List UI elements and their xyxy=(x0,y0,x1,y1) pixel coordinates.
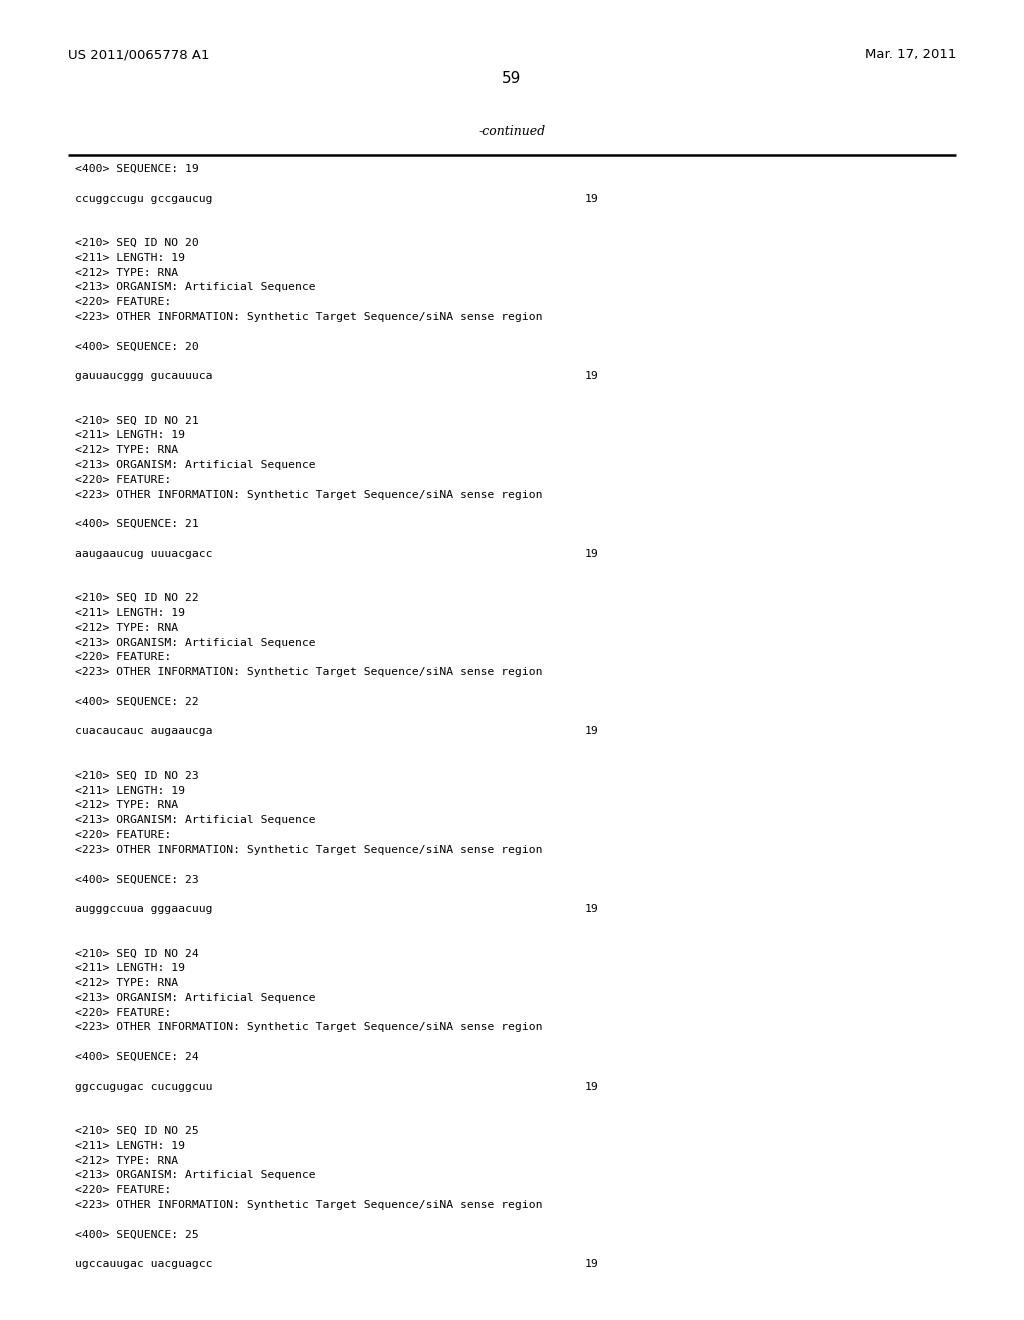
Text: <223> OTHER INFORMATION: Synthetic Target Sequence/siNA sense region: <223> OTHER INFORMATION: Synthetic Targe… xyxy=(75,490,543,499)
Text: <212> TYPE: RNA: <212> TYPE: RNA xyxy=(75,623,178,632)
Text: <400> SEQUENCE: 21: <400> SEQUENCE: 21 xyxy=(75,519,199,529)
Text: <220> FEATURE:: <220> FEATURE: xyxy=(75,297,171,308)
Text: 19: 19 xyxy=(585,549,599,558)
Text: <213> ORGANISM: Artificial Sequence: <213> ORGANISM: Artificial Sequence xyxy=(75,282,315,293)
Text: <212> TYPE: RNA: <212> TYPE: RNA xyxy=(75,268,178,277)
Text: <210> SEQ ID NO 25: <210> SEQ ID NO 25 xyxy=(75,1126,199,1137)
Text: <223> OTHER INFORMATION: Synthetic Target Sequence/siNA sense region: <223> OTHER INFORMATION: Synthetic Targe… xyxy=(75,1200,543,1210)
Text: -continued: -continued xyxy=(478,125,546,139)
Text: ugccauugac uacguagcc: ugccauugac uacguagcc xyxy=(75,1259,213,1270)
Text: augggccuua gggaacuug: augggccuua gggaacuug xyxy=(75,904,213,913)
Text: <211> LENGTH: 19: <211> LENGTH: 19 xyxy=(75,609,185,618)
Text: <211> LENGTH: 19: <211> LENGTH: 19 xyxy=(75,964,185,973)
Text: 19: 19 xyxy=(585,1081,599,1092)
Text: 19: 19 xyxy=(585,904,599,913)
Text: <213> ORGANISM: Artificial Sequence: <213> ORGANISM: Artificial Sequence xyxy=(75,816,315,825)
Text: <210> SEQ ID NO 23: <210> SEQ ID NO 23 xyxy=(75,771,199,781)
Text: ggccugugac cucuggcuu: ggccugugac cucuggcuu xyxy=(75,1081,213,1092)
Text: <220> FEATURE:: <220> FEATURE: xyxy=(75,1185,171,1195)
Text: <400> SEQUENCE: 25: <400> SEQUENCE: 25 xyxy=(75,1230,199,1239)
Text: <223> OTHER INFORMATION: Synthetic Target Sequence/siNA sense region: <223> OTHER INFORMATION: Synthetic Targe… xyxy=(75,1023,543,1032)
Text: <220> FEATURE:: <220> FEATURE: xyxy=(75,652,171,663)
Text: <210> SEQ ID NO 24: <210> SEQ ID NO 24 xyxy=(75,948,199,958)
Text: 19: 19 xyxy=(585,726,599,737)
Text: <213> ORGANISM: Artificial Sequence: <213> ORGANISM: Artificial Sequence xyxy=(75,993,315,1003)
Text: <400> SEQUENCE: 19: <400> SEQUENCE: 19 xyxy=(75,164,199,174)
Text: <212> TYPE: RNA: <212> TYPE: RNA xyxy=(75,1155,178,1166)
Text: <220> FEATURE:: <220> FEATURE: xyxy=(75,475,171,484)
Text: <212> TYPE: RNA: <212> TYPE: RNA xyxy=(75,445,178,455)
Text: <223> OTHER INFORMATION: Synthetic Target Sequence/siNA sense region: <223> OTHER INFORMATION: Synthetic Targe… xyxy=(75,667,543,677)
Text: <210> SEQ ID NO 20: <210> SEQ ID NO 20 xyxy=(75,238,199,248)
Text: gauuaucggg gucauuuca: gauuaucggg gucauuuca xyxy=(75,371,213,381)
Text: <223> OTHER INFORMATION: Synthetic Target Sequence/siNA sense region: <223> OTHER INFORMATION: Synthetic Targe… xyxy=(75,312,543,322)
Text: <211> LENGTH: 19: <211> LENGTH: 19 xyxy=(75,430,185,441)
Text: cuacaucauc augaaucga: cuacaucauc augaaucga xyxy=(75,726,213,737)
Text: <213> ORGANISM: Artificial Sequence: <213> ORGANISM: Artificial Sequence xyxy=(75,638,315,648)
Text: <211> LENGTH: 19: <211> LENGTH: 19 xyxy=(75,785,185,796)
Text: <211> LENGTH: 19: <211> LENGTH: 19 xyxy=(75,253,185,263)
Text: Mar. 17, 2011: Mar. 17, 2011 xyxy=(864,48,956,61)
Text: <220> FEATURE:: <220> FEATURE: xyxy=(75,830,171,840)
Text: <400> SEQUENCE: 24: <400> SEQUENCE: 24 xyxy=(75,1052,199,1063)
Text: <213> ORGANISM: Artificial Sequence: <213> ORGANISM: Artificial Sequence xyxy=(75,1171,315,1180)
Text: <400> SEQUENCE: 22: <400> SEQUENCE: 22 xyxy=(75,697,199,706)
Text: 19: 19 xyxy=(585,371,599,381)
Text: <211> LENGTH: 19: <211> LENGTH: 19 xyxy=(75,1140,185,1151)
Text: 59: 59 xyxy=(503,71,521,86)
Text: <212> TYPE: RNA: <212> TYPE: RNA xyxy=(75,800,178,810)
Text: ccuggccugu gccgaucug: ccuggccugu gccgaucug xyxy=(75,194,213,203)
Text: US 2011/0065778 A1: US 2011/0065778 A1 xyxy=(68,48,210,61)
Text: 19: 19 xyxy=(585,1259,599,1270)
Text: <223> OTHER INFORMATION: Synthetic Target Sequence/siNA sense region: <223> OTHER INFORMATION: Synthetic Targe… xyxy=(75,845,543,855)
Text: <400> SEQUENCE: 23: <400> SEQUENCE: 23 xyxy=(75,874,199,884)
Text: <213> ORGANISM: Artificial Sequence: <213> ORGANISM: Artificial Sequence xyxy=(75,459,315,470)
Text: aaugaaucug uuuacgacc: aaugaaucug uuuacgacc xyxy=(75,549,213,558)
Text: <400> SEQUENCE: 20: <400> SEQUENCE: 20 xyxy=(75,342,199,351)
Text: <210> SEQ ID NO 22: <210> SEQ ID NO 22 xyxy=(75,593,199,603)
Text: <220> FEATURE:: <220> FEATURE: xyxy=(75,1007,171,1018)
Text: <212> TYPE: RNA: <212> TYPE: RNA xyxy=(75,978,178,987)
Text: 19: 19 xyxy=(585,194,599,203)
Text: <210> SEQ ID NO 21: <210> SEQ ID NO 21 xyxy=(75,416,199,425)
